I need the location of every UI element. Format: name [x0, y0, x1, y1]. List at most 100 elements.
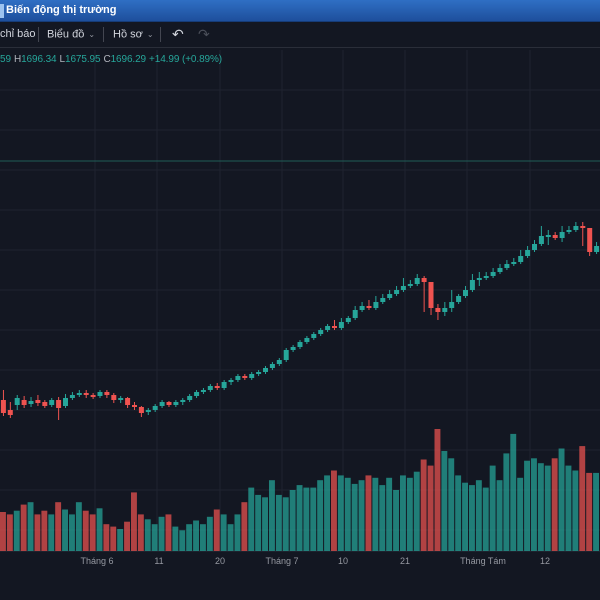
- candle-body: [7, 410, 13, 415]
- volume-bar: [62, 509, 68, 551]
- volume-bar: [531, 458, 537, 551]
- candle-body: [469, 280, 475, 290]
- volume-bar: [469, 485, 475, 551]
- volume-bar: [358, 480, 365, 551]
- candle-body: [111, 395, 117, 400]
- price-chart[interactable]: Tháng 6 11 20 Tháng 7 10 21 Tháng Tám 12: [0, 50, 600, 580]
- candle-body: [366, 306, 372, 308]
- redo-icon[interactable]: ↷: [198, 26, 210, 42]
- candle-body: [325, 326, 331, 330]
- volume-bar: [13, 510, 20, 551]
- candle-body: [200, 390, 206, 392]
- volume-bar: [89, 514, 96, 551]
- volume-bar: [565, 465, 572, 551]
- profile-menu-label: Hồ sơ: [113, 28, 143, 41]
- undo-icon[interactable]: ↶: [172, 26, 184, 42]
- candle-body: [497, 268, 503, 272]
- volume-bar: [124, 521, 130, 551]
- volume-bar: [255, 494, 262, 551]
- volume-bar: [27, 502, 34, 551]
- volume-bar: [248, 487, 255, 551]
- volume-bar: [420, 459, 427, 551]
- candle-body: [311, 334, 317, 338]
- candle-body: [566, 230, 572, 232]
- chart-menu-button[interactable]: Biểu đồ ⌄: [47, 22, 95, 47]
- ohlc-close-label: C: [103, 54, 111, 65]
- candle-body: [76, 393, 82, 395]
- candle-body: [180, 400, 186, 402]
- candle-body: [242, 376, 248, 378]
- profile-menu-button[interactable]: Hồ sơ ⌄: [113, 22, 154, 47]
- candle-body: [152, 406, 158, 410]
- volume-bar: [117, 529, 124, 551]
- volume-bar: [331, 470, 337, 551]
- volume-bar: [193, 520, 199, 551]
- ohlc-legend: 59 H1696.34 L1675.95 C1696.29 +14.99 (+0.89%…: [0, 54, 222, 65]
- candle-body: [511, 262, 517, 264]
- candle-body: [49, 400, 55, 405]
- volume-bar: [434, 429, 441, 551]
- volume-bar: [151, 524, 158, 551]
- candle-body: [483, 276, 489, 278]
- candle-body: [28, 401, 34, 404]
- candle-body: [207, 386, 213, 390]
- candle-body: [42, 402, 48, 406]
- volume-bar: [572, 470, 579, 551]
- candle-body: [407, 284, 413, 286]
- volume-bar: [172, 526, 179, 551]
- candle-body: [332, 326, 337, 328]
- toolbar-divider: [160, 27, 161, 42]
- volume-bar: [144, 519, 151, 551]
- window-title: Biến động thị trường: [6, 4, 117, 16]
- volume-bar: [179, 530, 186, 551]
- time-axis-label: Tháng 6: [80, 556, 113, 566]
- candle-body: [490, 272, 496, 276]
- volume-bar: [558, 448, 565, 551]
- candle-body: [373, 302, 379, 308]
- volume-bar: [137, 514, 144, 551]
- candle-body: [456, 296, 462, 302]
- volume-bar: [393, 490, 399, 551]
- candle-body: [352, 310, 358, 318]
- candle-body: [90, 395, 96, 397]
- volume-bar: [455, 475, 462, 551]
- volume-bar: [544, 465, 551, 551]
- volume-bar: [165, 514, 172, 551]
- candle-body: [166, 402, 172, 405]
- ohlc-high-label: H: [13, 54, 22, 65]
- candle-body: [221, 382, 227, 388]
- volume-bar: [379, 485, 386, 551]
- volume-bar: [0, 512, 6, 551]
- volume-bar: [372, 477, 379, 551]
- candle-body: [449, 302, 455, 308]
- candle-body: [387, 294, 393, 298]
- candle-body: [56, 400, 62, 408]
- volume-bar: [400, 475, 406, 551]
- volume-bar: [269, 480, 275, 551]
- candle-body: [538, 236, 544, 244]
- candle-body: [400, 286, 406, 290]
- volume-bar: [413, 471, 420, 551]
- volume-bar: [241, 502, 248, 551]
- volume-bar: [489, 465, 496, 551]
- candle-body: [173, 402, 179, 405]
- volume-bar: [551, 458, 558, 551]
- volume-bar: [96, 508, 103, 551]
- candle-body: [504, 264, 510, 268]
- ohlc-change-value: +14.99 (+0.89%): [149, 54, 223, 65]
- time-axis-label: Tháng Tám: [460, 556, 506, 566]
- window-icon: [0, 4, 4, 18]
- volume-bar: [158, 516, 165, 551]
- candle-body: [104, 392, 110, 395]
- indicators-button[interactable]: chỉ báo: [0, 28, 36, 40]
- candle-body: [545, 235, 551, 237]
- time-axis-label: 20: [215, 556, 225, 566]
- volume-bar: [282, 497, 289, 551]
- volume-bar: [103, 524, 110, 551]
- candle-body: [525, 250, 531, 256]
- candle-body: [476, 278, 482, 280]
- candle-body: [573, 226, 579, 230]
- volume-bar: [234, 514, 241, 551]
- ohlc-low-label: L: [59, 54, 66, 65]
- candle-body: [235, 376, 241, 380]
